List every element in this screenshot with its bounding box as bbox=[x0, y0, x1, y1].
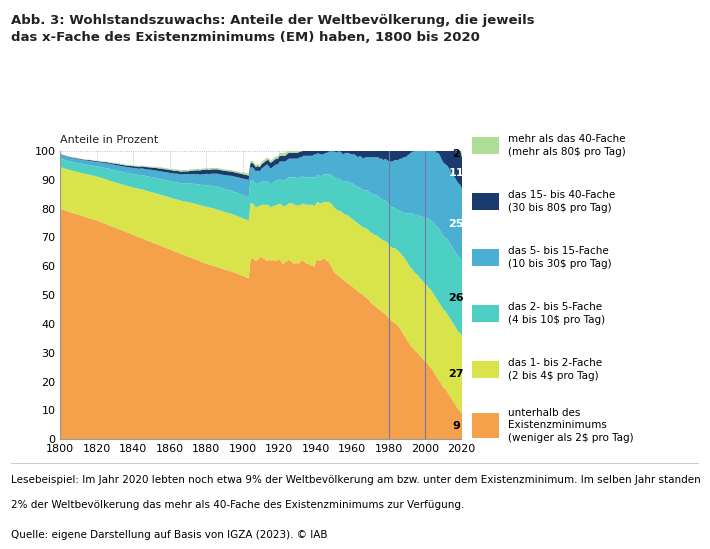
Text: Lesebeispiel: Im Jahr 2020 lebten noch etwa 9% der Weltbevölkerung am bzw. unter: Lesebeispiel: Im Jahr 2020 lebten noch e… bbox=[11, 475, 700, 485]
Text: mehr als das 40-Fache
(mehr als 80$ pro Tag): mehr als das 40-Fache (mehr als 80$ pro … bbox=[508, 135, 626, 156]
Text: das 15- bis 40-Fache
(30 bis 80$ pro Tag): das 15- bis 40-Fache (30 bis 80$ pro Tag… bbox=[508, 191, 615, 212]
Text: Anteile in Prozent: Anteile in Prozent bbox=[60, 135, 158, 144]
Text: 27: 27 bbox=[448, 369, 464, 379]
Text: das 2- bis 5-Fache
(4 bis 10$ pro Tag): das 2- bis 5-Fache (4 bis 10$ pro Tag) bbox=[508, 302, 605, 324]
Text: 25: 25 bbox=[448, 220, 464, 229]
Text: 11: 11 bbox=[448, 167, 464, 177]
Text: unterhalb des
Existenzminimums
(weniger als 2$ pro Tag): unterhalb des Existenzminimums (weniger … bbox=[508, 408, 633, 443]
Text: das 5- bis 15-Fache
(10 bis 30$ pro Tag): das 5- bis 15-Fache (10 bis 30$ pro Tag) bbox=[508, 247, 611, 268]
Text: Abb. 3: Wohlstandszuwachs: Anteile der Weltbevölkerung, die jeweils
das x-Fache : Abb. 3: Wohlstandszuwachs: Anteile der W… bbox=[11, 14, 535, 44]
Text: 2: 2 bbox=[452, 149, 460, 159]
Text: 9: 9 bbox=[452, 421, 460, 431]
Text: 26: 26 bbox=[448, 293, 464, 303]
Text: das 1- bis 2-Fache
(2 bis 4$ pro Tag): das 1- bis 2-Fache (2 bis 4$ pro Tag) bbox=[508, 358, 602, 380]
Text: 2% der Weltbevölkerung das mehr als 40-Fache des Existenzminimums zur Verfügung.: 2% der Weltbevölkerung das mehr als 40-F… bbox=[11, 500, 464, 509]
Text: Quelle: eigene Darstellung auf Basis von IGZA (2023). © IAB: Quelle: eigene Darstellung auf Basis von… bbox=[11, 530, 327, 540]
